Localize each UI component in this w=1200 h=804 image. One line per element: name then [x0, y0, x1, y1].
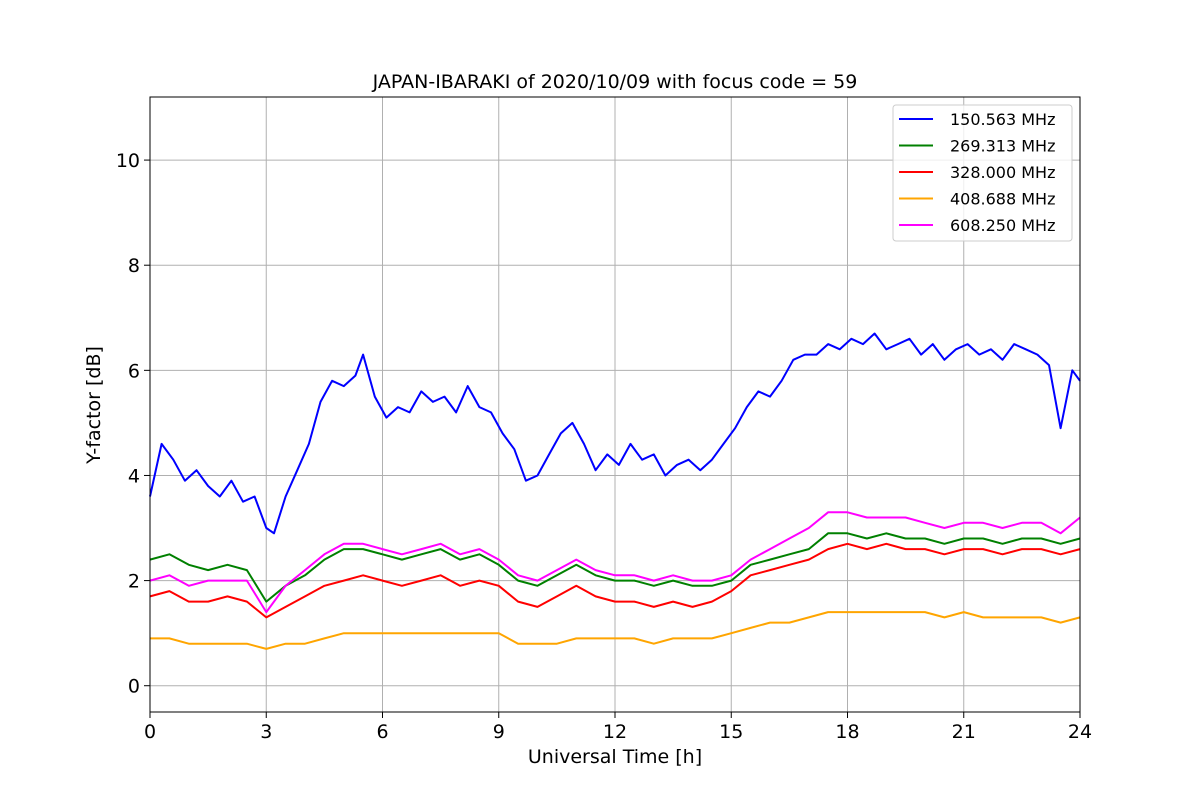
legend: 150.563 MHz 269.313 MHz 328.000 MHz 408.688… [892, 104, 1073, 242]
y-tick-label: 6 [128, 360, 140, 382]
y-tick-label: 0 [128, 676, 140, 698]
x-tick-label: 18 [835, 721, 859, 743]
x-tick-label: 21 [952, 721, 976, 743]
series-line-2 [149, 532, 1081, 603]
y-tick-label: 2 [128, 571, 140, 593]
series-line-1 [149, 332, 1081, 535]
legend-label-3: 328.000 MHz [950, 163, 1055, 182]
legend-box [892, 104, 1073, 242]
series-line-4 [150, 611, 1081, 650]
legend-label-4: 408.688 MHz [950, 190, 1055, 209]
legend-label-1: 150.563 MHz [950, 110, 1055, 129]
y-axis-label: Y-factor [dB] [83, 346, 105, 465]
y-tick-label: 10 [116, 150, 140, 172]
x-tick-label: 0 [144, 721, 156, 743]
x-tick-label: 9 [493, 721, 505, 743]
x-tick-label: 3 [260, 721, 272, 743]
x-tick-label: 24 [1068, 721, 1092, 743]
series-line-3 [149, 542, 1081, 619]
series-lines [149, 332, 1081, 650]
x-axis-label: Universal Time [h] [528, 746, 702, 768]
x-tick-label: 15 [719, 721, 743, 743]
series-line-5 [149, 511, 1081, 614]
y-tick-label: 4 [128, 465, 140, 487]
legend-label-2: 269.313 MHz [950, 137, 1055, 156]
y-tick-label: 8 [128, 255, 140, 277]
x-tick-label: 12 [603, 721, 627, 743]
chart-title: JAPAN-IBARAKI of 2020/10/09 with focus c… [372, 71, 858, 93]
legend-label-5: 608.250 MHz [950, 216, 1055, 235]
x-tick-label: 6 [376, 721, 388, 743]
